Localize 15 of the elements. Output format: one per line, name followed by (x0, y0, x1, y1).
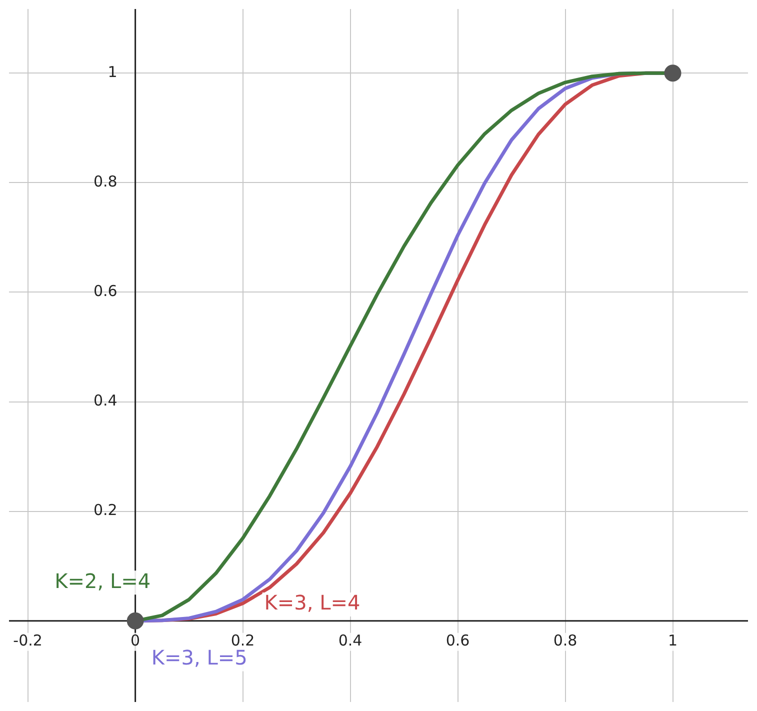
y-tick-label: 0.6 (93, 282, 118, 300)
y-tick-label: 0.8 (93, 172, 118, 191)
x-tick-label: 0.6 (446, 631, 470, 650)
x-tick-label: 0.2 (230, 631, 255, 650)
x-tick-label: 0.4 (338, 631, 362, 650)
x-tick-label: -0.2 (13, 631, 42, 650)
x-tick-label: 0 (130, 631, 140, 650)
y-tick-label: 1 (108, 62, 118, 81)
series-label: K=3, L=5 (151, 645, 248, 670)
series-label: K=2, L=4 (54, 568, 151, 593)
series-label: K=3, L=4 (264, 590, 360, 615)
y-tick-label: 0.2 (93, 501, 118, 520)
x-tick-label: 1 (668, 631, 678, 650)
x-tick-label: 0.8 (553, 631, 578, 650)
y-tick-label: 0.4 (93, 392, 118, 410)
